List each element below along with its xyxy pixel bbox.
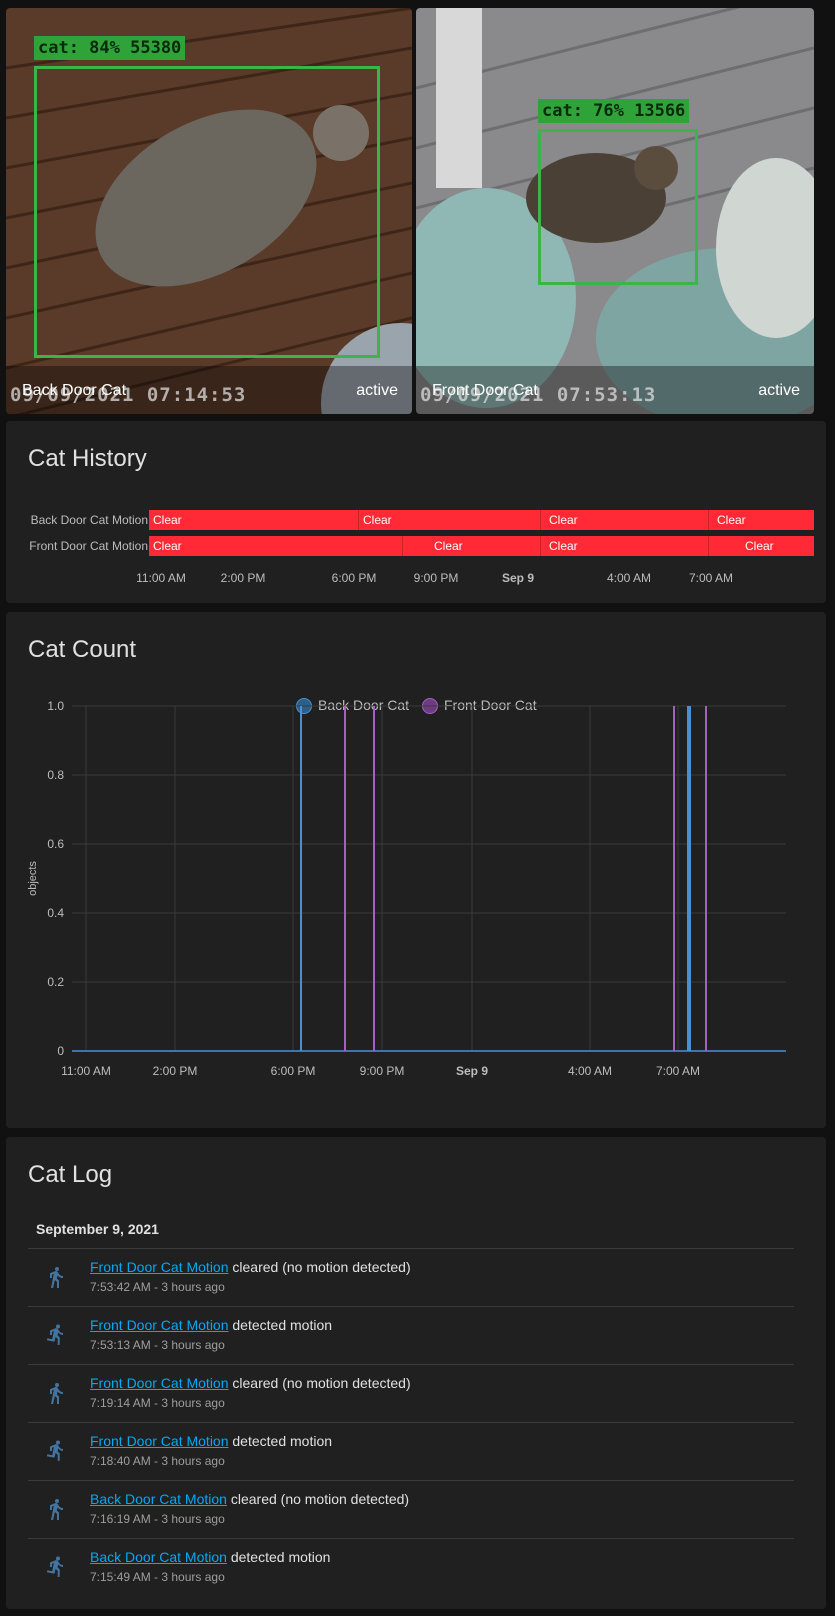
camera-state: active <box>758 382 800 399</box>
log-time: 7:15:49 AM - 3 hours ago <box>90 1570 225 1584</box>
log-time: 7:19:14 AM - 3 hours ago <box>90 1396 225 1410</box>
detection-label: cat: 84% 55380 <box>34 36 186 60</box>
history-bar-front-door[interactable]: Clear Clear Clear Clear <box>149 536 814 556</box>
y-tick-label: 0.8 <box>47 768 64 782</box>
walk-icon <box>44 1381 68 1405</box>
count-card: Cat Count Back Door Cat Front Door Cat 1… <box>6 612 826 1128</box>
walk-icon <box>44 1265 68 1289</box>
log-entry: Back Door Cat Motion detected motion 7:15… <box>28 1538 794 1595</box>
detection-box <box>538 129 698 285</box>
camera-footer <box>416 366 814 414</box>
history-tick: 7:00 AM <box>688 571 734 585</box>
x-tick-label: 6:00 PM <box>271 1064 316 1078</box>
log-time: 7:53:42 AM - 3 hours ago <box>90 1280 225 1294</box>
walk-icon <box>44 1497 68 1521</box>
log-time: 7:18:40 AM - 3 hours ago <box>90 1454 225 1468</box>
log-entity-link[interactable]: Back Door Cat Motion <box>90 1549 227 1565</box>
history-tick: 2:00 PM <box>220 571 266 585</box>
run-icon <box>44 1555 68 1579</box>
log-message: Back Door Cat Motion cleared (no motion … <box>90 1491 409 1507</box>
history-tick: 11:00 AM <box>136 571 186 585</box>
count-chart-svg: 1.0 0.8 0.6 0.4 0.2 0 11:00 AM 2:00 PM 6:00 PM 9:… <box>27 699 786 1078</box>
camera-timestamp: 09/09/2021 07:53:13 <box>420 384 657 406</box>
camera-card-back-door[interactable]: cat: 84% 55380 09/09/2021 07:14:53 Back … <box>6 8 412 414</box>
log-time: 7:16:19 AM - 3 hours ago <box>90 1512 225 1526</box>
log-entry: Front Door Cat Motion cleared (no motion… <box>28 1248 794 1305</box>
history-card: Cat History Back Door Cat Motion Clear C… <box>6 421 826 603</box>
log-card: Cat Log September 9, 2021 Front Door Cat… <box>6 1137 826 1609</box>
legend-label[interactable]: Back Door Cat <box>318 697 410 713</box>
history-title: Cat History <box>28 445 147 472</box>
segment-label: Clear <box>549 513 578 527</box>
log-entity-link[interactable]: Front Door Cat Motion <box>90 1259 229 1275</box>
history-tick: 6:00 PM <box>331 571 377 585</box>
log-message: Front Door Cat Motion detected motion <box>90 1433 332 1449</box>
detection-box <box>34 66 380 358</box>
log-text: cleared (no motion detected) <box>232 1259 411 1275</box>
x-tick-label: 11:00 AM <box>61 1064 111 1078</box>
log-date: September 9, 2021 <box>36 1221 159 1237</box>
camera-card-front-door[interactable]: cat: 76% 13566 09/09/2021 07:53:13 Front… <box>416 8 814 414</box>
history-bar-back-door[interactable]: Clear Clear Clear Clear <box>149 510 814 530</box>
camera-name: Front Door Cat <box>432 382 538 399</box>
camera-timestamp: 09/09/2021 07:14:53 <box>10 384 247 406</box>
log-message: Back Door Cat Motion detected motion <box>90 1549 330 1565</box>
run-icon <box>44 1323 68 1347</box>
log-entry: Front Door Cat Motion cleared (no motion… <box>28 1364 794 1421</box>
segment-label: Clear <box>434 539 463 553</box>
segment-label: Clear <box>745 539 774 553</box>
log-title: Cat Log <box>28 1161 113 1188</box>
history-tick: 4:00 AM <box>606 571 652 585</box>
camera-name: Back Door Cat <box>22 382 127 399</box>
y-tick-label: 1.0 <box>47 699 64 713</box>
log-message: Front Door Cat Motion cleared (no motion… <box>90 1259 411 1275</box>
count-title: Cat Count <box>28 636 137 663</box>
log-text: detected motion <box>230 1549 331 1565</box>
log-entry: Back Door Cat Motion cleared (no motion … <box>28 1480 794 1537</box>
log-message: Front Door Cat Motion cleared (no motion… <box>90 1375 411 1391</box>
x-tick-label: 4:00 AM <box>568 1064 612 1078</box>
legend-label[interactable]: Front Door Cat <box>444 697 537 713</box>
log-text: cleared (no motion detected) <box>232 1375 411 1391</box>
y-tick-label: 0.6 <box>47 837 64 851</box>
log-entity-link[interactable]: Front Door Cat Motion <box>90 1433 229 1449</box>
history-tick: Sep 9 <box>501 571 535 585</box>
x-tick-label: 9:00 PM <box>360 1064 405 1078</box>
x-tick-label: Sep 9 <box>456 1064 488 1078</box>
camera-footer <box>6 366 412 414</box>
segment-label: Clear <box>153 513 182 527</box>
y-tick-label: 0.4 <box>47 906 64 920</box>
log-entity-link[interactable]: Back Door Cat Motion <box>90 1491 227 1507</box>
log-time: 7:53:13 AM - 3 hours ago <box>90 1338 225 1352</box>
log-entry: Front Door Cat Motion detected motion 7:1… <box>28 1422 794 1479</box>
segment-label: Clear <box>153 539 182 553</box>
log-entry: Front Door Cat Motion detected motion 7:5… <box>28 1306 794 1363</box>
log-text: cleared (no motion detected) <box>230 1491 410 1507</box>
history-tick: 9:00 PM <box>413 571 459 585</box>
log-text: detected motion <box>232 1317 333 1333</box>
log-entity-link[interactable]: Front Door Cat Motion <box>90 1375 229 1391</box>
x-tick-label: 2:00 PM <box>153 1064 198 1078</box>
history-row-label: Back Door Cat Motion <box>30 513 148 527</box>
detection-label: cat: 76% 13566 <box>538 99 690 123</box>
camera-image-front-door <box>416 8 814 414</box>
run-icon <box>44 1439 68 1463</box>
log-entity-link[interactable]: Front Door Cat Motion <box>90 1317 229 1333</box>
segment-label: Clear <box>549 539 578 553</box>
history-row-label: Front Door Cat Motion <box>29 539 148 553</box>
segment-label: Clear <box>363 513 392 527</box>
y-tick-label: 0 <box>57 1044 64 1058</box>
camera-state: active <box>356 382 398 399</box>
x-tick-label: 7:00 AM <box>656 1064 700 1078</box>
y-tick-label: 0.2 <box>47 975 64 989</box>
camera-image-back-door <box>6 8 412 414</box>
log-message: Front Door Cat Motion detected motion <box>90 1317 332 1333</box>
log-text: detected motion <box>232 1433 333 1449</box>
count-chart: 1.0 0.8 0.6 0.4 0.2 0 11:00 AM 2:00 PM 6:00 PM 9:… <box>6 612 826 1128</box>
y-axis-label: objects <box>27 861 39 896</box>
segment-label: Clear <box>717 513 746 527</box>
